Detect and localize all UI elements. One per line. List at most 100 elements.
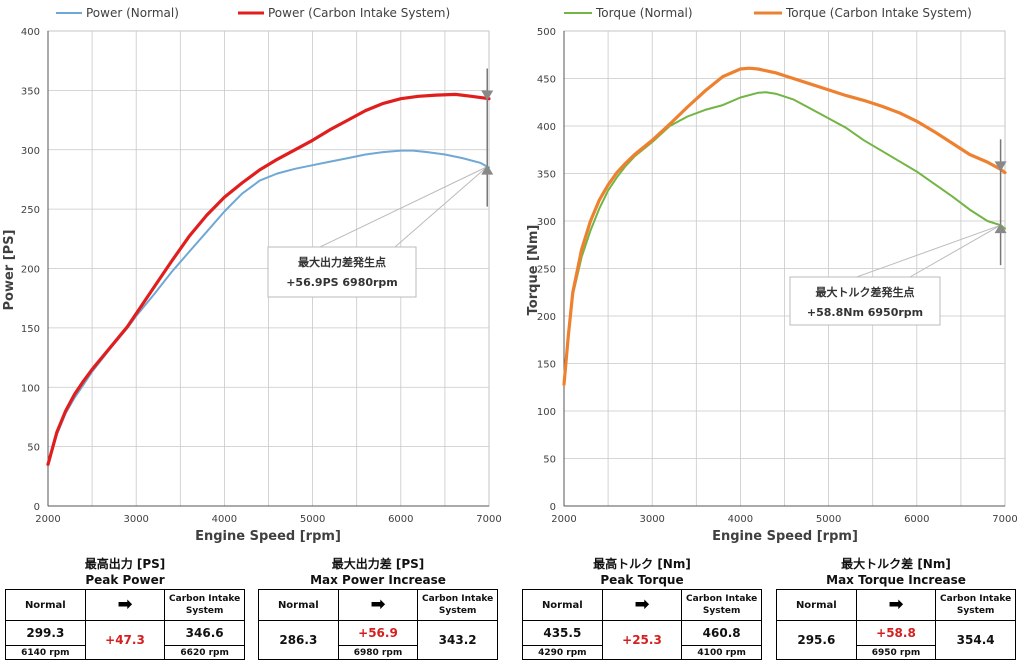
torque-y-tick-label: 350 (537, 170, 556, 181)
torque-legend: Torque (Normal) Torque (Carbon Intake Sy… (564, 6, 972, 20)
arrow-cell: ➡ (601, 589, 683, 621)
normal-value: 435.5 (522, 620, 603, 646)
torque-series (562, 66, 1007, 386)
torque-y-tick-label: 400 (537, 122, 556, 133)
torque-y-tick-label: 250 (537, 265, 556, 276)
peak-torque-title-en: Peak Torque (600, 573, 684, 587)
torque-chart: Torque (Normal) Torque (Carbon Intake Sy… (526, 6, 1018, 544)
power-grid (47, 30, 490, 507)
carbon-header-line2: System (956, 606, 995, 616)
carbon-header-line2: System (702, 606, 741, 616)
carbon-header: Carbon Intake System (417, 589, 498, 621)
peak-torque-table: 最高トルク [Nm] Peak Torque Normal ➡ Carbon I… (522, 556, 762, 660)
torque-y-tick-label: 150 (537, 360, 556, 371)
power-y-tick-label: 0 (34, 502, 40, 513)
power-annotation-title: 最大出力差発生点 (298, 255, 386, 269)
carbon-rpm: 6620 rpm (164, 645, 245, 660)
carbon-rpm: 4100 rpm (681, 645, 762, 660)
carbon-value: 343.2 (417, 620, 498, 660)
diff-rpm: 6980 rpm (337, 645, 419, 660)
normal-rpm: 6140 rpm (5, 645, 86, 660)
torque-series-line-carbon (562, 66, 1007, 386)
carbon-header: Carbon Intake System (681, 589, 762, 621)
normal-rpm: 4290 rpm (522, 645, 603, 660)
normal-value: 299.3 (5, 620, 86, 646)
peak-power-grid: Normal ➡ Carbon Intake System 299.3 +47.3… (5, 589, 245, 660)
power-x-tick-label: 3000 (123, 514, 148, 525)
arrow-right-icon: ➡ (634, 594, 650, 615)
power-diff-arrow-up-icon (481, 164, 494, 175)
max-power-increase-title-en: Max Power Increase (310, 573, 446, 587)
torque-grid (563, 30, 1006, 507)
carbon-header-line2: System (438, 606, 477, 616)
torque-ticks: 0 50 100 150 200 250 300 350 400 450 500 2000 3000 40… (537, 27, 1018, 525)
torque-annotation-value: +58.8Nm 6950rpm (807, 306, 923, 319)
torque-y-tick-label: 500 (537, 27, 556, 38)
torque-y-axis-label: Torque [Nm] (526, 225, 541, 316)
torque-y-tick-label: 0 (550, 502, 556, 513)
power-y-tick-label: 150 (21, 324, 40, 335)
power-y-tick-label: 250 (21, 205, 40, 216)
peak-torque-title-jp: 最高トルク [Nm] (593, 557, 691, 571)
power-x-axis-label: Engine Speed [rpm] (195, 529, 341, 544)
delta-value: +47.3 (84, 620, 166, 660)
diff-rpm: 6950 rpm (855, 645, 937, 660)
power-series (46, 92, 491, 466)
arrow-right-icon: ➡ (888, 594, 904, 615)
torque-series-line-normal (563, 91, 1006, 386)
power-annotation-value: +56.9PS 6980rpm (286, 276, 398, 289)
carbon-value: 346.6 (164, 620, 245, 646)
torque-x-tick-label: 3000 (639, 514, 664, 525)
power-chart: Power (Normal) Power (Carbon Intake Syst… (2, 6, 502, 544)
torque-annotation-title: 最大トルク差発生点 (816, 285, 915, 299)
peak-power-title-en: Peak Power (85, 573, 165, 587)
arrow-cell: ➡ (84, 589, 166, 621)
max-torque-increase-title-en: Max Torque Increase (826, 573, 966, 587)
arrow-right-icon: ➡ (117, 594, 133, 615)
torque-annotation-box (789, 276, 941, 326)
delta-value: +25.3 (601, 620, 683, 660)
carbon-value: 460.8 (681, 620, 762, 646)
arrow-cell: ➡ (337, 589, 419, 621)
carbon-header-line2: System (185, 606, 224, 616)
max-torque-increase-grid: Normal ➡ Carbon Intake System 295.6 +58.8… (776, 589, 1016, 660)
legend-label-power-carbon: Power (Carbon Intake System) (268, 6, 450, 20)
carbon-header-line1: Carbon Intake (169, 594, 241, 604)
carbon-value: 354.4 (935, 620, 1016, 660)
power-x-tick-label: 6000 (388, 514, 413, 525)
power-y-tick-label: 50 (27, 443, 40, 454)
carbon-header: Carbon Intake System (164, 589, 245, 621)
max-power-increase-table: 最大出力差 [PS] Max Power Increase Normal ➡ C… (258, 556, 498, 660)
delta-value: +58.8 (855, 620, 937, 646)
power-annotation-leader (394, 166, 488, 248)
max-power-increase-title-jp: 最大出力差 [PS] (331, 557, 425, 571)
power-x-tick-label: 4000 (212, 514, 237, 525)
normal-header: Normal (258, 589, 339, 621)
normal-value: 295.6 (776, 620, 857, 660)
carbon-header-line1: Carbon Intake (422, 594, 494, 604)
delta-value: +56.9 (337, 620, 419, 646)
power-x-tick-label: 5000 (300, 514, 325, 525)
torque-y-tick-label: 50 (543, 455, 556, 466)
power-series-line-carbon (46, 92, 491, 466)
max-power-increase-grid: Normal ➡ Carbon Intake System 286.3 +56.9… (258, 589, 498, 660)
carbon-header: Carbon Intake System (935, 589, 1016, 621)
normal-header: Normal (5, 589, 86, 621)
max-torque-increase-table: 最大トルク差 [Nm] Max Torque Increase Normal ➡… (776, 556, 1016, 660)
max-torque-increase-title-jp: 最大トルク差 [Nm] (841, 557, 951, 571)
power-x-tick-label: 2000 (35, 514, 60, 525)
torque-x-tick-label: 5000 (816, 514, 841, 525)
torque-y-tick-label: 100 (537, 407, 556, 418)
torque-y-tick-label: 450 (537, 75, 556, 86)
power-y-tick-label: 200 (21, 265, 40, 276)
power-legend: Power (Normal) Power (Carbon Intake Syst… (56, 6, 450, 20)
power-y-axis-label: Power [PS] (2, 230, 17, 311)
power-y-tick-label: 350 (21, 86, 40, 97)
legend-label-torque-normal: Torque (Normal) (595, 6, 693, 20)
torque-annotation: 最大トルク差発生点 +58.8Nm 6950rpm (789, 139, 1007, 326)
torque-x-axis-label: Engine Speed [rpm] (712, 529, 858, 544)
carbon-header-line1: Carbon Intake (686, 594, 758, 604)
torque-annotation-leader (909, 224, 1001, 278)
torque-x-tick-label: 2000 (551, 514, 576, 525)
peak-power-title-jp: 最高出力 [PS] (84, 557, 166, 571)
